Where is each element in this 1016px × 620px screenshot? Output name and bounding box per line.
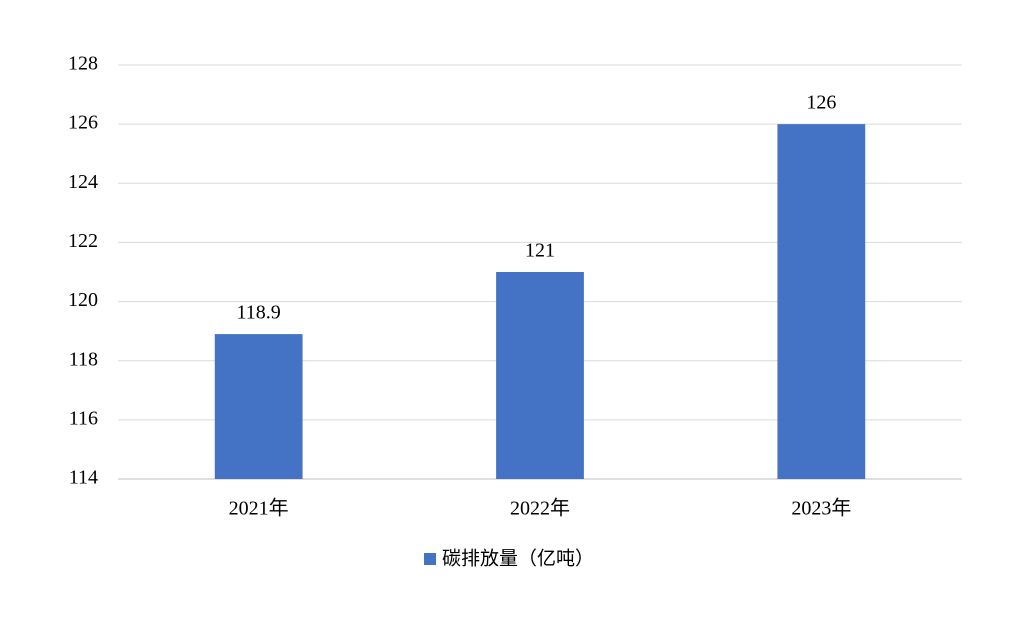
bar (214, 334, 303, 479)
y-tick-label: 120 (68, 289, 98, 311)
y-tick-label: 126 (68, 112, 98, 134)
bar (496, 272, 584, 479)
y-tick-label: 118 (69, 348, 98, 370)
y-tick-label: 122 (68, 230, 98, 252)
data-label: 118.9 (237, 302, 281, 324)
y-tick-label: 116 (69, 407, 98, 429)
data-label: 126 (806, 92, 836, 114)
x-tick-label: 2022年 (510, 497, 570, 520)
y-tick-label: 128 (68, 53, 98, 75)
legend-text: 碳排放量（亿吨） (442, 548, 594, 570)
x-tick-label: 2023年 (791, 497, 851, 520)
data-label: 121 (525, 240, 555, 262)
legend-swatch (424, 553, 436, 565)
y-tick-label: 114 (69, 467, 98, 489)
y-tick-label: 124 (68, 171, 98, 193)
bar (777, 124, 866, 480)
x-tick-label: 2021年 (229, 497, 289, 520)
